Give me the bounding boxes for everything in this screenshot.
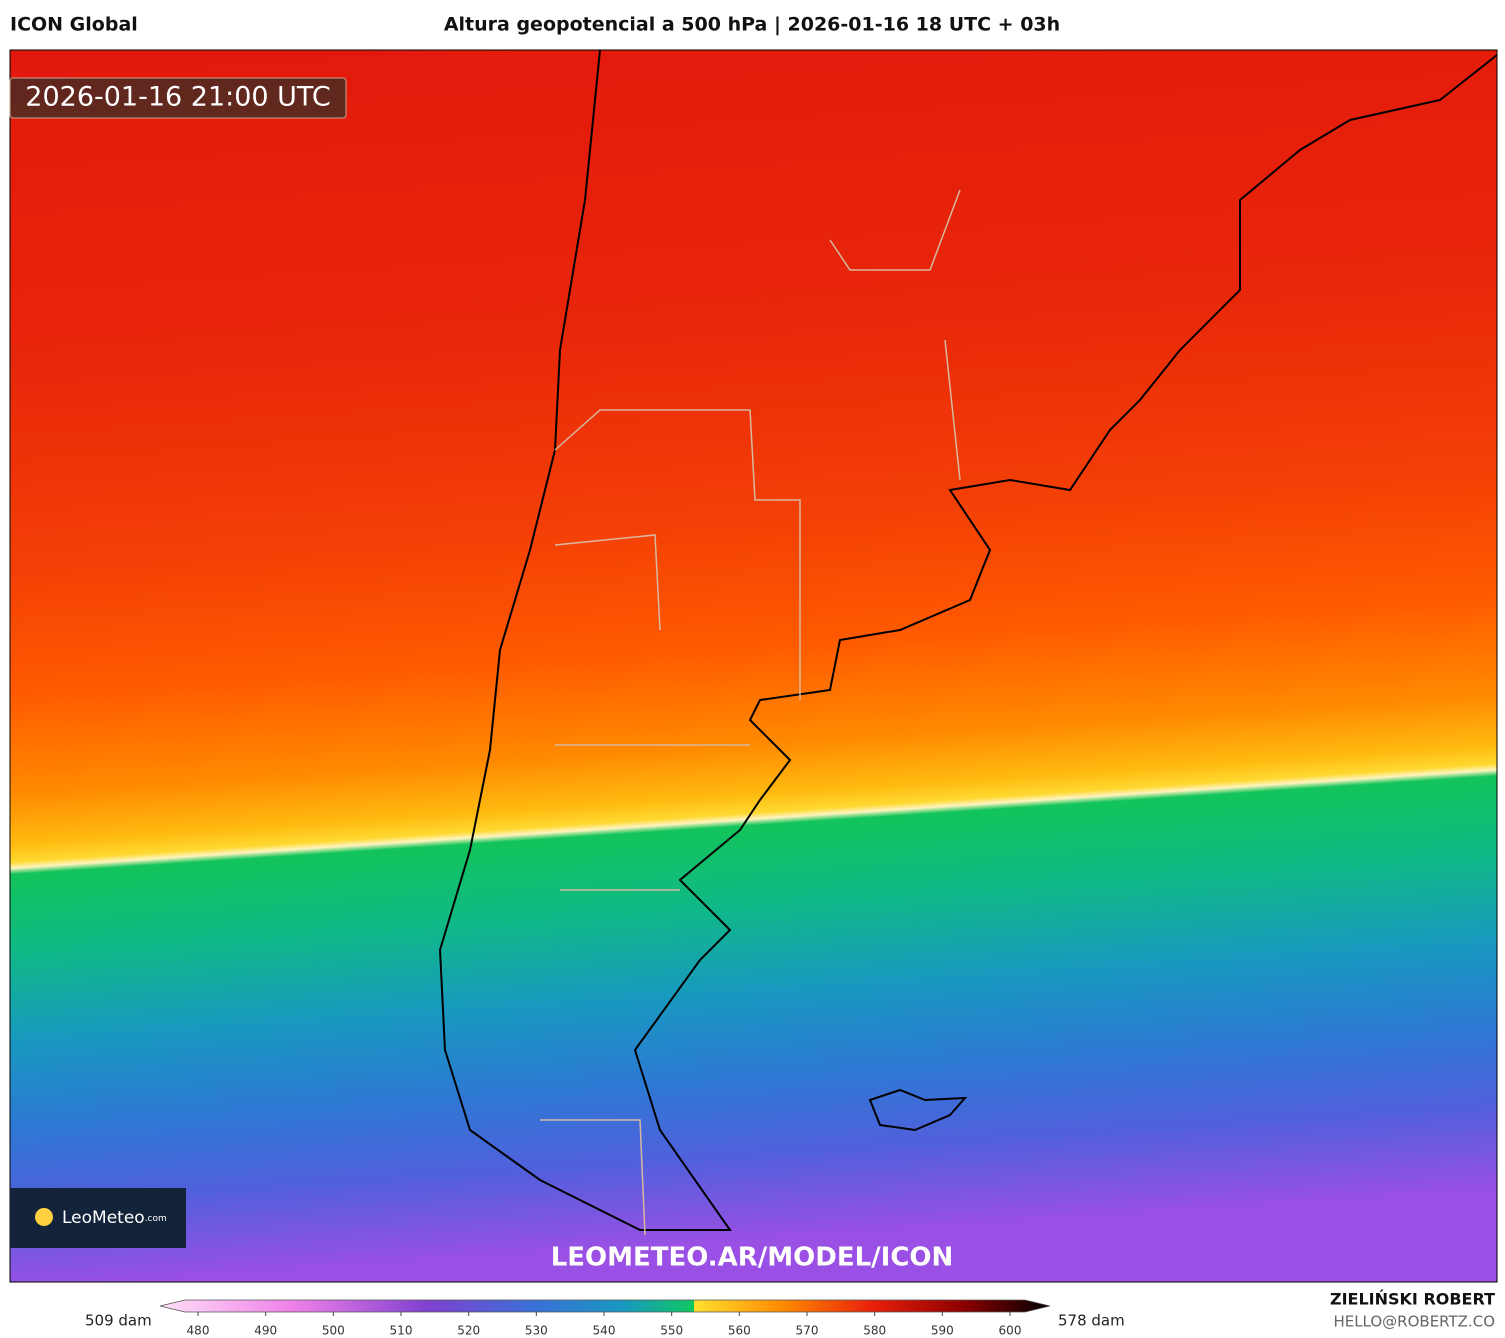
tick-label: 540 — [593, 1324, 616, 1338]
author: ZIELIŃSKI ROBERT — [1330, 1290, 1495, 1309]
logo-text: LeoMeteo — [62, 1208, 145, 1228]
borders — [540, 189, 961, 1236]
logo-suffix: .com — [145, 1214, 167, 1224]
tick-label: 550 — [660, 1324, 683, 1338]
watermark: LEOMETEO.AR/MODEL/ICON — [551, 1243, 954, 1273]
logo-name: LeoMeteo.com — [62, 1208, 167, 1228]
colorbar-max: 578 dam — [1058, 1312, 1125, 1330]
time-box — [9, 77, 347, 119]
valid-time: 2026-01-16 21:00 UTC — [25, 82, 330, 113]
logo-sun — [35, 1208, 53, 1226]
colorbar — [159, 1299, 1051, 1313]
tick-label: 530 — [525, 1324, 548, 1338]
contact: HELLO@ROBERTZ.CO — [1333, 1313, 1495, 1331]
model-name: ICON Global — [10, 14, 138, 36]
tick-label: 600 — [999, 1324, 1022, 1338]
colorbar-min: 509 dam — [85, 1312, 152, 1330]
colorbar-ticks: 480 490 500 510 520 530 540 550 560 570 580 590 600 — [187, 1312, 1022, 1338]
tick-label: 590 — [931, 1324, 954, 1338]
tick-label: 570 — [796, 1324, 819, 1338]
tick-label: 520 — [457, 1324, 480, 1338]
tick-label: 560 — [728, 1324, 751, 1338]
tick-label: 580 — [863, 1324, 886, 1338]
coastline — [438, 49, 1498, 1231]
tick-label: 490 — [254, 1324, 277, 1338]
tick-label: 500 — [322, 1324, 345, 1338]
map-title: Altura geopotencial a 500 hPa | 2026-01-… — [444, 14, 1060, 36]
tick-label: 480 — [187, 1324, 210, 1338]
falkland-islands — [868, 1088, 968, 1132]
tick-label: 510 — [390, 1324, 413, 1338]
geopotential-field — [9, 49, 1498, 1283]
